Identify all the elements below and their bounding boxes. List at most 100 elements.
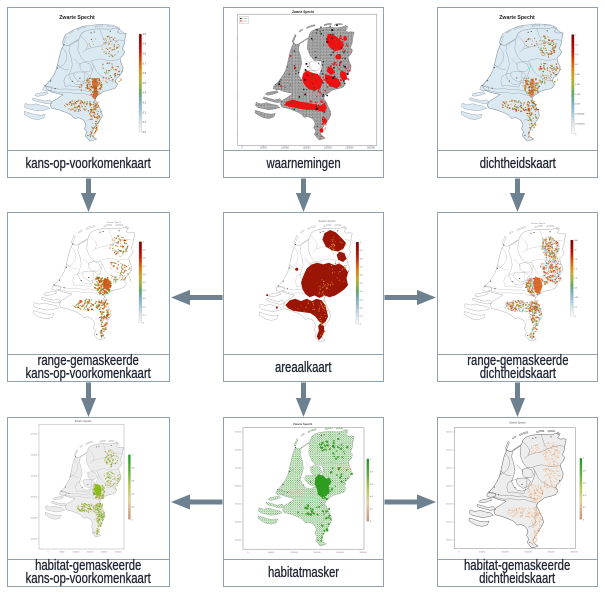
svg-text:300: 300 [574, 240, 578, 242]
svg-text:0.2: 0.2 [143, 306, 147, 308]
svg-text:0.7: 0.7 [143, 62, 147, 65]
svg-text:1: 1 [583, 458, 585, 460]
svg-text:0: 0 [241, 147, 243, 150]
svg-text:600000: 600000 [31, 434, 37, 436]
svg-text:0: 0 [132, 519, 134, 521]
svg-text:Zwarte Specht: Zwarte Specht [292, 10, 315, 14]
svg-text:0.4: 0.4 [143, 290, 147, 292]
svg-text:600000: 600000 [235, 432, 241, 434]
svg-text:550000: 550000 [446, 450, 452, 452]
svg-text:300000: 300000 [446, 540, 452, 542]
svg-text:Zwarte Specht: Zwarte Specht [499, 15, 535, 21]
svg-text:0.2: 0.2 [360, 308, 364, 310]
svg-text:Zwarte Specht: Zwarte Specht [75, 419, 92, 423]
svg-text:0.6: 0.6 [360, 275, 364, 277]
svg-text:450000: 450000 [446, 486, 452, 488]
svg-text:0.9: 0.9 [143, 43, 147, 46]
svg-text:Zwarte Specht: Zwarte Specht [319, 219, 336, 223]
svg-text:400000: 400000 [446, 504, 452, 506]
svg-text:0.4: 0.4 [370, 496, 374, 498]
svg-text:200000: 200000 [547, 552, 555, 554]
svg-text:0.2: 0.2 [583, 507, 587, 509]
svg-text:0: 0 [47, 552, 49, 554]
svg-text:1: 1 [132, 455, 134, 457]
svg-text:150000: 150000 [87, 552, 95, 554]
svg-text:0.25: 0.25 [574, 297, 579, 299]
svg-text:0.6: 0.6 [583, 483, 587, 485]
svg-text:0.8: 0.8 [583, 470, 587, 472]
svg-text:0.116: 0.116 [575, 94, 581, 96]
svg-text:0.8: 0.8 [143, 258, 147, 260]
svg-text:100000: 100000 [73, 552, 81, 554]
svg-text:0.9: 0.9 [360, 250, 364, 252]
svg-text:400000: 400000 [31, 518, 37, 520]
svg-text:0: 0 [575, 133, 577, 135]
svg-text:450000: 450000 [31, 497, 37, 499]
svg-text:0: 0 [143, 323, 145, 325]
svg-text:0.4: 0.4 [132, 493, 136, 495]
svg-text:0.8: 0.8 [143, 53, 147, 56]
svg-text:100000: 100000 [501, 552, 509, 554]
svg-text:50000: 50000 [479, 552, 486, 554]
svg-text:250000: 250000 [115, 552, 123, 554]
svg-text:300000: 300000 [235, 540, 241, 542]
svg-text:350000: 350000 [446, 522, 452, 524]
svg-text:250000: 250000 [570, 552, 578, 554]
svg-text:0.1: 0.1 [360, 316, 364, 318]
svg-text:500000: 500000 [235, 468, 241, 470]
svg-text:0: 0 [574, 316, 576, 318]
svg-text:Zwarte Specht: Zwarte Specht [107, 221, 121, 224]
svg-text:Zwarte Specht: Zwarte Specht [531, 222, 545, 225]
svg-text:200000: 200000 [101, 552, 109, 554]
svg-text:2: 2 [575, 34, 577, 36]
svg-text:0.4: 0.4 [575, 54, 579, 56]
svg-text:0.3: 0.3 [575, 64, 579, 66]
svg-text:300000: 300000 [367, 147, 376, 150]
svg-text:0.8: 0.8 [370, 471, 374, 473]
svg-text:0.6: 0.6 [370, 484, 374, 486]
svg-text:0: 0 [360, 324, 362, 326]
svg-text:550000: 550000 [235, 450, 241, 452]
svg-text:0.9: 0.9 [143, 250, 147, 252]
svg-text:250000: 250000 [359, 552, 367, 554]
svg-text:0.5: 0.5 [143, 282, 147, 284]
svg-text:0.0193674: 0.0193674 [575, 124, 585, 126]
svg-text:0.1: 0.1 [143, 121, 147, 124]
svg-text:0: 0 [370, 521, 372, 523]
svg-text:550000: 550000 [31, 455, 37, 457]
svg-text:0.1: 0.1 [143, 314, 147, 316]
svg-text:200000: 200000 [324, 147, 333, 150]
svg-text:0.3: 0.3 [360, 299, 364, 301]
svg-text:50000: 50000 [268, 552, 275, 554]
svg-text:0.070: 0.070 [575, 104, 581, 106]
svg-text:1.0: 1.0 [574, 278, 578, 280]
svg-text:200000: 200000 [336, 552, 344, 554]
svg-text:0.3: 0.3 [143, 102, 147, 105]
svg-text:150000: 150000 [313, 552, 321, 554]
svg-text:Zwarte Specht: Zwarte Specht [59, 15, 95, 21]
svg-text:0.5: 0.5 [574, 287, 578, 289]
svg-text:1.0: 1.0 [143, 33, 147, 36]
svg-text:0.0456682: 0.0456682 [575, 114, 585, 116]
svg-text:0.247: 0.247 [575, 74, 581, 76]
svg-text:0.6: 0.6 [132, 480, 136, 482]
svg-text:0.3: 0.3 [143, 298, 147, 300]
svg-text:0.191: 0.191 [575, 84, 581, 86]
svg-text:50000: 50000 [260, 147, 267, 150]
svg-text:0.0: 0.0 [143, 131, 147, 134]
svg-text:0.4: 0.4 [143, 92, 147, 95]
svg-text:0.4: 0.4 [583, 495, 587, 497]
svg-text:0.6: 0.6 [143, 274, 147, 276]
svg-text:600000: 600000 [446, 432, 452, 434]
svg-text:350000: 350000 [31, 539, 37, 541]
svg-text:150000: 150000 [303, 147, 312, 150]
svg-text:450000: 450000 [235, 486, 241, 488]
svg-text:50000: 50000 [59, 552, 65, 554]
svg-text:500000: 500000 [446, 468, 452, 470]
svg-text:0.7: 0.7 [143, 266, 147, 268]
svg-text:Zwarte Specht: Zwarte Specht [509, 421, 526, 425]
svg-text:250000: 250000 [346, 147, 355, 150]
svg-text:100000: 100000 [281, 147, 290, 150]
svg-text:0: 0 [247, 552, 249, 554]
svg-text:2.0: 2.0 [574, 259, 578, 261]
